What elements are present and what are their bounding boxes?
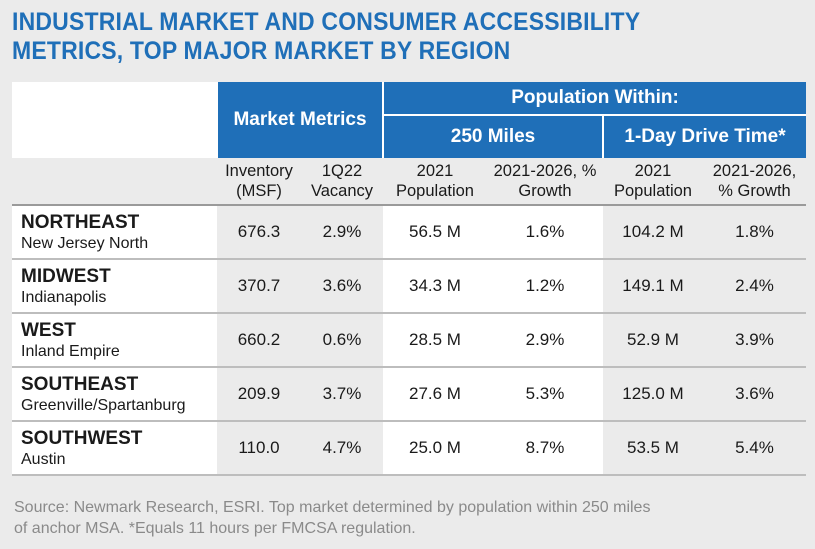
col-line: Vacancy <box>310 182 374 200</box>
header-population-within: Population Within: <box>382 82 806 116</box>
source-footnote: Source: Newmark Research, ESRI. Top mark… <box>14 497 804 539</box>
col-line: 2021 <box>416 162 454 180</box>
population-250-value: 25.0 M <box>383 421 487 476</box>
region-name: SOUTHWEST <box>21 427 143 449</box>
column-header-population-250: 2021 Population <box>383 158 487 206</box>
population-drive-value: 125.0 M <box>603 367 703 422</box>
col-line: Growth <box>518 182 572 200</box>
region-cell: MIDWEST Indianapolis <box>12 259 217 314</box>
header-market-metrics: Market Metrics <box>216 82 383 158</box>
region-name: NORTHEAST <box>21 211 140 233</box>
population-250-value: 56.5 M <box>383 205 487 260</box>
col-line: % Growth <box>718 182 791 200</box>
inventory-value: 209.9 <box>217 367 301 422</box>
inventory-value: 110.0 <box>217 421 301 476</box>
growth-250-value: 1.6% <box>487 205 603 260</box>
vacancy-value: 3.7% <box>301 367 383 422</box>
market-name: Indianapolis <box>21 288 107 306</box>
column-header-inventory: Inventory (MSF) <box>217 158 301 206</box>
population-250-value: 34.3 M <box>383 259 487 314</box>
market-name: Greenville/Spartanburg <box>21 396 186 414</box>
col-line: Population <box>614 182 692 200</box>
metrics-table: Market Metrics Population Within: 250 Mi… <box>12 82 806 476</box>
title-line-2: METRICS, TOP MAJOR MARKET BY REGION <box>12 37 511 65</box>
region-name: MIDWEST <box>21 265 111 287</box>
population-drive-value: 53.5 M <box>603 421 703 476</box>
table-row: MIDWEST Indianapolis 370.7 3.6% 34.3 M 1… <box>12 259 806 314</box>
market-name: New Jersey North <box>21 234 149 252</box>
col-line: (MSF) <box>236 182 282 200</box>
footnote-line-1: Source: Newmark Research, ESRI. Top mark… <box>14 499 651 516</box>
corner-cell <box>12 82 217 158</box>
col-line: Population <box>396 182 474 200</box>
population-250-value: 27.6 M <box>383 367 487 422</box>
population-drive-value: 149.1 M <box>603 259 703 314</box>
region-cell: NORTHEAST New Jersey North <box>12 205 217 260</box>
region-cell: WEST Inland Empire <box>12 313 217 368</box>
column-header-population-drive: 2021 Population <box>603 158 703 206</box>
table-row: SOUTHEAST Greenville/Spartanburg 209.9 3… <box>12 367 806 422</box>
region-cell: SOUTHEAST Greenville/Spartanburg <box>12 367 217 422</box>
subheader-empty <box>12 158 217 206</box>
col-line: 2021-2026, <box>712 162 797 180</box>
growth-250-value: 2.9% <box>487 313 603 368</box>
table-row: SOUTHWEST Austin 110.0 4.7% 25.0 M 8.7% … <box>12 421 806 476</box>
growth-drive-value: 3.6% <box>703 367 806 422</box>
growth-drive-value: 3.9% <box>703 313 806 368</box>
footnote-line-2: of anchor MSA. *Equals 11 hours per FMCS… <box>14 520 416 537</box>
col-line: 1Q22 <box>321 162 363 180</box>
header-250-miles: 250 Miles <box>382 115 603 158</box>
table-row: WEST Inland Empire 660.2 0.6% 28.5 M 2.9… <box>12 313 806 368</box>
population-250-value: 28.5 M <box>383 313 487 368</box>
population-drive-value: 104.2 M <box>603 205 703 260</box>
table-row: NORTHEAST New Jersey North 676.3 2.9% 56… <box>12 205 806 260</box>
growth-250-value: 8.7% <box>487 421 603 476</box>
column-header-growth-drive: 2021-2026, % Growth <box>703 158 806 206</box>
header-drive-time: 1-Day Drive Time* <box>602 115 806 158</box>
title-line-1: INDUSTRIAL MARKET AND CONSUMER ACCESSIBI… <box>12 8 641 36</box>
growth-drive-value: 5.4% <box>703 421 806 476</box>
column-header-growth-250: 2021-2026, % Growth <box>487 158 603 206</box>
market-name: Austin <box>21 450 66 468</box>
col-line: 2021-2026, % <box>493 162 597 180</box>
market-name: Inland Empire <box>21 342 120 360</box>
region-name: SOUTHEAST <box>21 373 139 395</box>
region-name: WEST <box>21 319 76 341</box>
col-line: 2021 <box>634 162 672 180</box>
col-line: Inventory <box>225 162 293 180</box>
vacancy-value: 0.6% <box>301 313 383 368</box>
vacancy-value: 3.6% <box>301 259 383 314</box>
growth-drive-value: 2.4% <box>703 259 806 314</box>
vacancy-value: 4.7% <box>301 421 383 476</box>
inventory-value: 370.7 <box>217 259 301 314</box>
growth-250-value: 1.2% <box>487 259 603 314</box>
vacancy-value: 2.9% <box>301 205 383 260</box>
chart-title: INDUSTRIAL MARKET AND CONSUMER ACCESSIBI… <box>12 8 739 66</box>
growth-250-value: 5.3% <box>487 367 603 422</box>
inventory-value: 676.3 <box>217 205 301 260</box>
population-drive-value: 52.9 M <box>603 313 703 368</box>
growth-drive-value: 1.8% <box>703 205 806 260</box>
column-header-vacancy: 1Q22 Vacancy <box>301 158 383 206</box>
region-cell: SOUTHWEST Austin <box>12 421 217 476</box>
inventory-value: 660.2 <box>217 313 301 368</box>
